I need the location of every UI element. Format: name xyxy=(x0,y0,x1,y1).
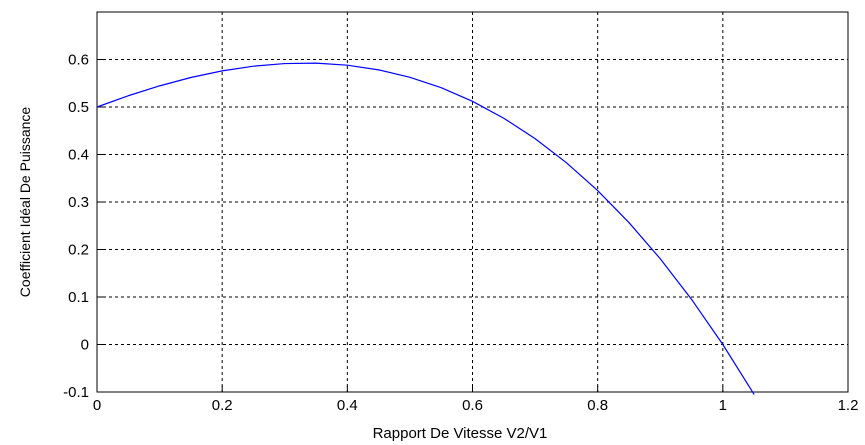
y-tick-label: 0.2 xyxy=(68,242,89,259)
axes-box xyxy=(96,11,849,393)
x-tick-label: 0.6 xyxy=(462,397,483,414)
y-tick-label: 0 xyxy=(81,337,89,354)
x-axis-label: Rapport De Vitesse V2/V1 xyxy=(373,425,548,442)
y-tick-label: 0.3 xyxy=(68,194,89,211)
x-tick-label: 0.2 xyxy=(212,397,233,414)
x-tick-label: 1 xyxy=(719,397,727,414)
x-tick-label: 0 xyxy=(93,397,101,414)
y-tick-label: 0.4 xyxy=(68,147,89,164)
x-tick-label: 0.8 xyxy=(587,397,608,414)
data-line xyxy=(96,62,755,395)
x-tick-label: 1.2 xyxy=(838,397,859,414)
y-tick-label: 0.1 xyxy=(68,289,89,306)
y-tick-label: -0.1 xyxy=(63,384,89,401)
x-tick-label: 0.4 xyxy=(337,397,358,414)
y-tick-label: 0.6 xyxy=(68,52,89,69)
y-axis-label: Coefficient Idéal De Puissance xyxy=(17,107,33,298)
y-tick-label: 0.5 xyxy=(68,99,89,116)
